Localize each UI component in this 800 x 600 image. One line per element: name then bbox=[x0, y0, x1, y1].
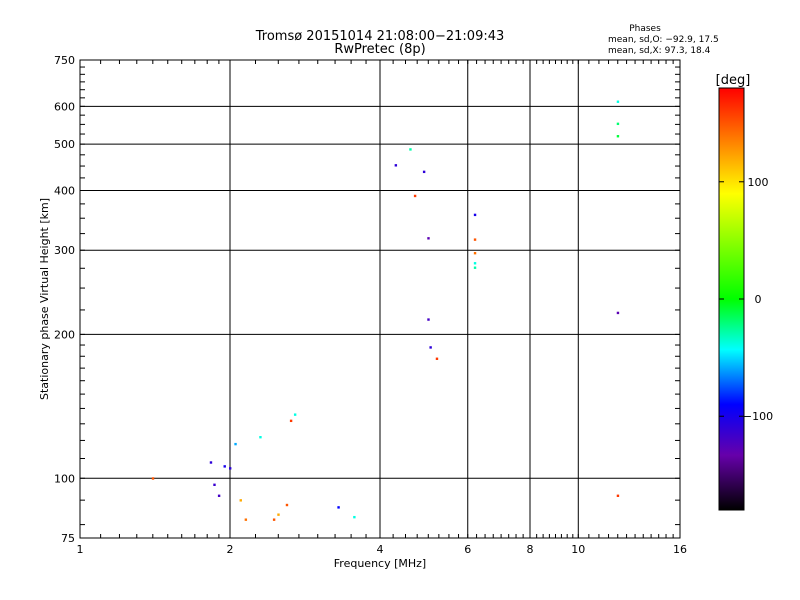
colorbar-ticks: 100 0 −100 bbox=[719, 176, 773, 423]
y-axis-label: Stationary phase Virtual Height [km] bbox=[38, 198, 51, 400]
data-point bbox=[394, 164, 398, 167]
data-point bbox=[435, 357, 439, 360]
colorbar-label: [deg] bbox=[716, 73, 751, 88]
y-tick-label: 500 bbox=[54, 138, 75, 151]
data-point bbox=[413, 194, 417, 198]
data-point bbox=[616, 135, 620, 138]
grid-lines bbox=[79, 59, 681, 539]
data-point bbox=[429, 346, 432, 349]
data-point bbox=[337, 506, 340, 509]
data-point bbox=[473, 266, 477, 269]
data-point bbox=[223, 465, 226, 468]
data-points bbox=[151, 100, 620, 521]
data-point bbox=[409, 148, 412, 151]
stats-line-x: mean, sd,X: 97.3, 18.4 bbox=[608, 46, 711, 56]
data-point bbox=[272, 518, 276, 521]
y-tick-label: 300 bbox=[54, 244, 75, 257]
data-point bbox=[259, 435, 262, 439]
chart-subtitle: RwPretec (8p) bbox=[334, 42, 425, 57]
data-point bbox=[616, 494, 620, 497]
x-tick-labels: 1 2 4 6 8 10 16 bbox=[77, 543, 688, 556]
x-tick-label: 4 bbox=[377, 543, 384, 556]
data-point bbox=[473, 262, 477, 265]
stats-line-o: mean, sd,O: −92.9, 17.5 bbox=[608, 35, 719, 45]
x-tick-label: 8 bbox=[527, 543, 534, 556]
colorbar-tick-label: −100 bbox=[743, 410, 773, 423]
data-point bbox=[277, 513, 280, 516]
data-point bbox=[213, 483, 216, 487]
data-point bbox=[209, 461, 213, 464]
x-axis-label: Frequency [MHz] bbox=[334, 557, 426, 570]
x-tick-label: 2 bbox=[227, 543, 234, 556]
x-tick-label: 16 bbox=[673, 543, 687, 556]
x-tick-label: 6 bbox=[464, 543, 471, 556]
data-point bbox=[616, 100, 620, 103]
y-tick-labels: 75 100 200 300 400 500 600 750 bbox=[54, 54, 75, 545]
chart-title: Tromsø 20151014 21:08:00−21:09:43 bbox=[255, 29, 505, 44]
data-point bbox=[234, 442, 237, 446]
data-point bbox=[244, 518, 248, 521]
data-point bbox=[427, 237, 430, 240]
data-point bbox=[427, 318, 430, 321]
data-point bbox=[616, 122, 620, 126]
y-tick-label: 600 bbox=[54, 100, 75, 113]
data-point bbox=[293, 413, 297, 416]
data-point bbox=[239, 499, 242, 502]
plot-frame bbox=[79, 59, 681, 539]
data-point bbox=[616, 311, 620, 315]
data-point bbox=[229, 467, 232, 470]
data-point bbox=[473, 213, 477, 217]
data-point bbox=[422, 170, 426, 174]
y-tick-label: 750 bbox=[54, 54, 75, 67]
colorbar-tick-label: 100 bbox=[748, 176, 769, 189]
x-tick-label: 1 bbox=[77, 543, 84, 556]
y-tick-label: 400 bbox=[54, 184, 75, 197]
y-tick-label: 200 bbox=[54, 328, 75, 341]
data-point bbox=[473, 252, 477, 255]
data-point bbox=[353, 515, 356, 519]
data-point bbox=[217, 494, 221, 497]
data-point bbox=[289, 419, 293, 423]
x-tick-label: 10 bbox=[571, 543, 585, 556]
axis-ticks bbox=[80, 60, 680, 538]
y-tick-label: 75 bbox=[61, 532, 75, 545]
colorbar-tick-label: 0 bbox=[755, 293, 762, 306]
stats-title: Phases bbox=[629, 24, 661, 34]
data-point bbox=[151, 477, 155, 480]
data-point bbox=[285, 503, 289, 507]
y-tick-label: 100 bbox=[54, 472, 75, 485]
data-point bbox=[473, 238, 477, 241]
